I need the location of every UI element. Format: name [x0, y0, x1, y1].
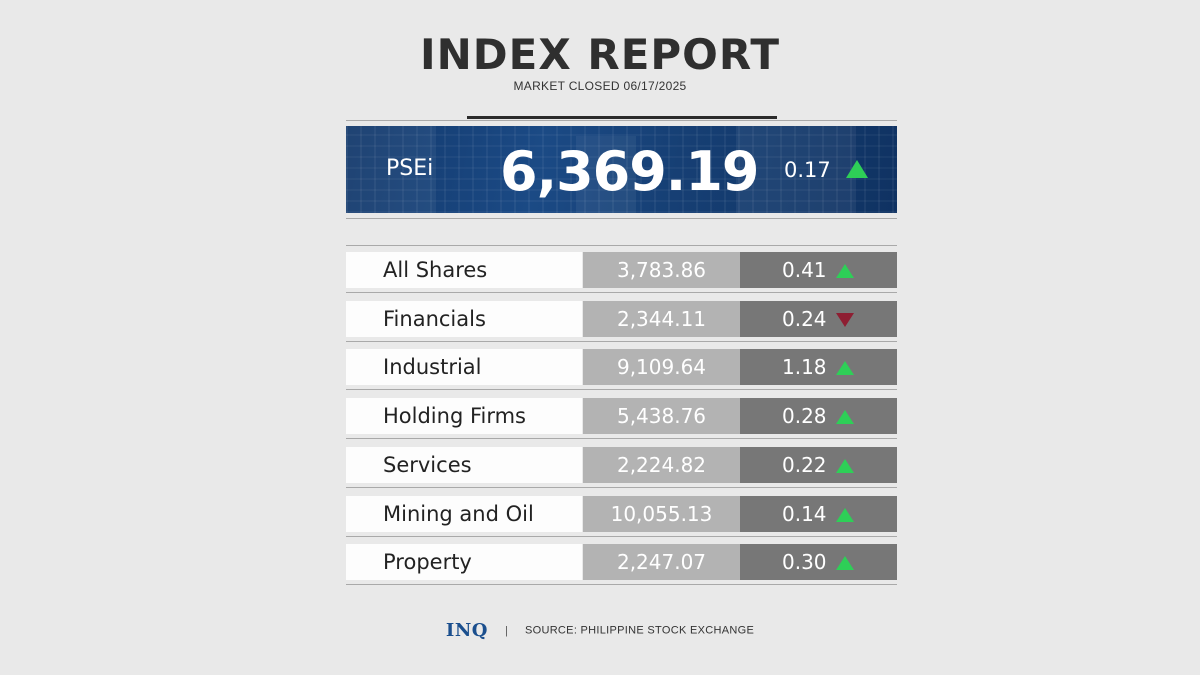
index-name: Services [346, 447, 582, 483]
footer: INQ | SOURCE: PHILIPPINE STOCK EXCHANGE [0, 620, 1200, 641]
index-name: Holding Firms [346, 398, 582, 434]
index-change: 0.24 [782, 307, 827, 331]
divider [346, 438, 897, 439]
up-arrow-icon [836, 361, 854, 375]
divider [346, 584, 897, 585]
index-change-cell: 0.28 [740, 398, 897, 434]
divider [346, 245, 897, 246]
divider [346, 536, 897, 537]
down-arrow-icon [836, 313, 854, 327]
index-change-cell: 1.18 [740, 349, 897, 385]
index-value: 2,247.07 [583, 544, 740, 580]
index-change: 0.22 [782, 453, 827, 477]
up-arrow-icon [836, 508, 854, 522]
divider [346, 389, 897, 390]
divider [346, 120, 897, 121]
page-title: INDEX REPORT [420, 30, 780, 79]
divider [346, 341, 897, 342]
footer-separator: | [505, 624, 508, 637]
index-change: 0.41 [782, 258, 827, 282]
index-value: 2,224.82 [583, 447, 740, 483]
index-change-cell: 0.41 [740, 252, 897, 288]
psei-banner: PSEi 6,369.19 0.17 [346, 126, 897, 213]
up-arrow-icon [836, 410, 854, 424]
divider [346, 487, 897, 488]
divider [346, 218, 897, 219]
index-value: 10,055.13 [583, 496, 740, 532]
index-name: Financials [346, 301, 582, 337]
up-arrow-icon [836, 264, 854, 278]
index-value: 2,344.11 [583, 301, 740, 337]
inq-logo: INQ [445, 620, 488, 641]
table-row: Mining and Oil 10,055.13 0.14 [346, 496, 897, 532]
index-change-cell: 0.14 [740, 496, 897, 532]
index-value: 3,783.86 [583, 252, 740, 288]
index-value: 5,438.76 [583, 398, 740, 434]
up-arrow-icon [846, 160, 868, 178]
psei-label: PSEi [386, 156, 434, 181]
index-name: Mining and Oil [346, 496, 582, 532]
index-change: 0.30 [782, 550, 827, 574]
table-row: Industrial 9,109.64 1.18 [346, 349, 897, 385]
up-arrow-icon [836, 459, 854, 473]
index-change-cell: 0.30 [740, 544, 897, 580]
divider [346, 292, 897, 293]
title-underline [467, 116, 777, 119]
table-row: Holding Firms 5,438.76 0.28 [346, 398, 897, 434]
index-change-cell: 0.24 [740, 301, 897, 337]
index-value: 9,109.64 [583, 349, 740, 385]
psei-value: 6,369.19 [500, 140, 759, 203]
psei-change: 0.17 [784, 158, 831, 182]
index-name: Industrial [346, 349, 582, 385]
index-name: All Shares [346, 252, 582, 288]
table-row: Services 2,224.82 0.22 [346, 447, 897, 483]
up-arrow-icon [836, 556, 854, 570]
source-text: SOURCE: PHILIPPINE STOCK EXCHANGE [524, 624, 755, 637]
index-name: Property [346, 544, 582, 580]
table-row: Property 2,247.07 0.30 [346, 544, 897, 580]
table-row: All Shares 3,783.86 0.41 [346, 252, 897, 288]
index-change: 0.28 [782, 404, 827, 428]
index-change: 0.14 [782, 502, 827, 526]
market-date: MARKET CLOSED 06/17/2025 [513, 79, 687, 93]
index-change-cell: 0.22 [740, 447, 897, 483]
table-row: Financials 2,344.11 0.24 [346, 301, 897, 337]
index-change: 1.18 [782, 355, 827, 379]
